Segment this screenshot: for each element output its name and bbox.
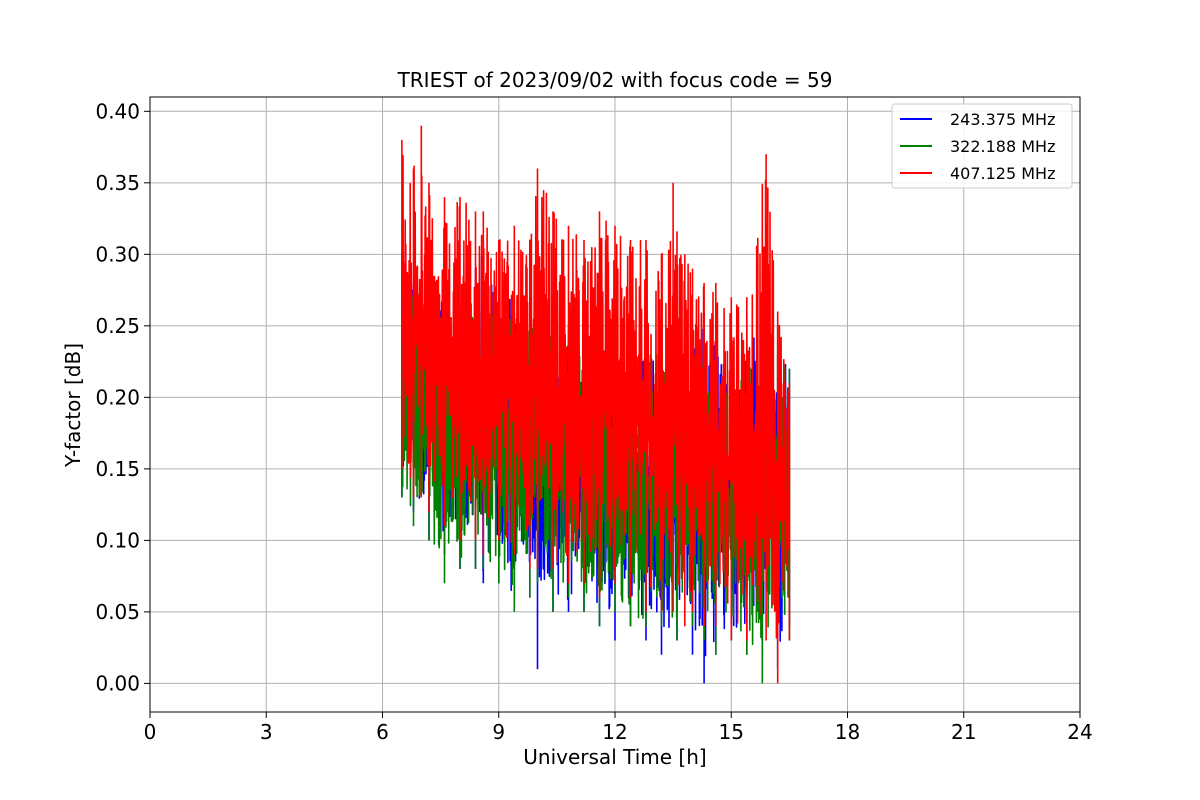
x-tick-label: 0 <box>144 720 157 744</box>
y-tick-label: 0.05 <box>95 600 140 624</box>
x-tick-label: 12 <box>602 720 627 744</box>
y-axis: 0.00 0.05 0.10 0.15 0.20 0.25 0.30 0.35 0.40 <box>95 99 150 695</box>
y-tick-label: 0.30 <box>95 242 140 266</box>
y-tick-label: 0.20 <box>95 385 140 409</box>
y-tick-label: 0.25 <box>95 314 140 338</box>
x-tick-label: 18 <box>835 720 860 744</box>
series-line-3 <box>401 125 791 684</box>
legend-box <box>891 103 1073 189</box>
legend-label: 243.375 MHz <box>950 110 1055 129</box>
x-axis-label: Universal Time [h] <box>523 745 706 769</box>
series-layer <box>401 125 791 684</box>
y-tick-label: 0.15 <box>95 457 140 481</box>
y-tick-label: 0.00 <box>95 671 140 695</box>
y-tick-label: 0.35 <box>95 171 140 195</box>
x-axis: 0 3 6 9 12 15 18 21 24 <box>144 712 1093 744</box>
legend: 243.375 MHz 322.188 MHz 407.125 MHz <box>891 103 1073 189</box>
y-axis-label: Y-factor [dB] <box>61 343 85 468</box>
legend-label: 322.188 MHz <box>950 137 1055 156</box>
x-tick-label: 24 <box>1067 720 1092 744</box>
x-tick-label: 9 <box>492 720 505 744</box>
y-tick-label: 0.10 <box>95 528 140 552</box>
y-tick-label: 0.40 <box>95 99 140 123</box>
x-tick-label: 3 <box>260 720 273 744</box>
x-tick-label: 21 <box>951 720 976 744</box>
legend-label: 407.125 MHz <box>950 164 1055 183</box>
x-tick-label: 15 <box>719 720 744 744</box>
x-tick-label: 6 <box>376 720 389 744</box>
chart-title: TRIEST of 2023/09/02 with focus code = 5… <box>397 68 833 92</box>
